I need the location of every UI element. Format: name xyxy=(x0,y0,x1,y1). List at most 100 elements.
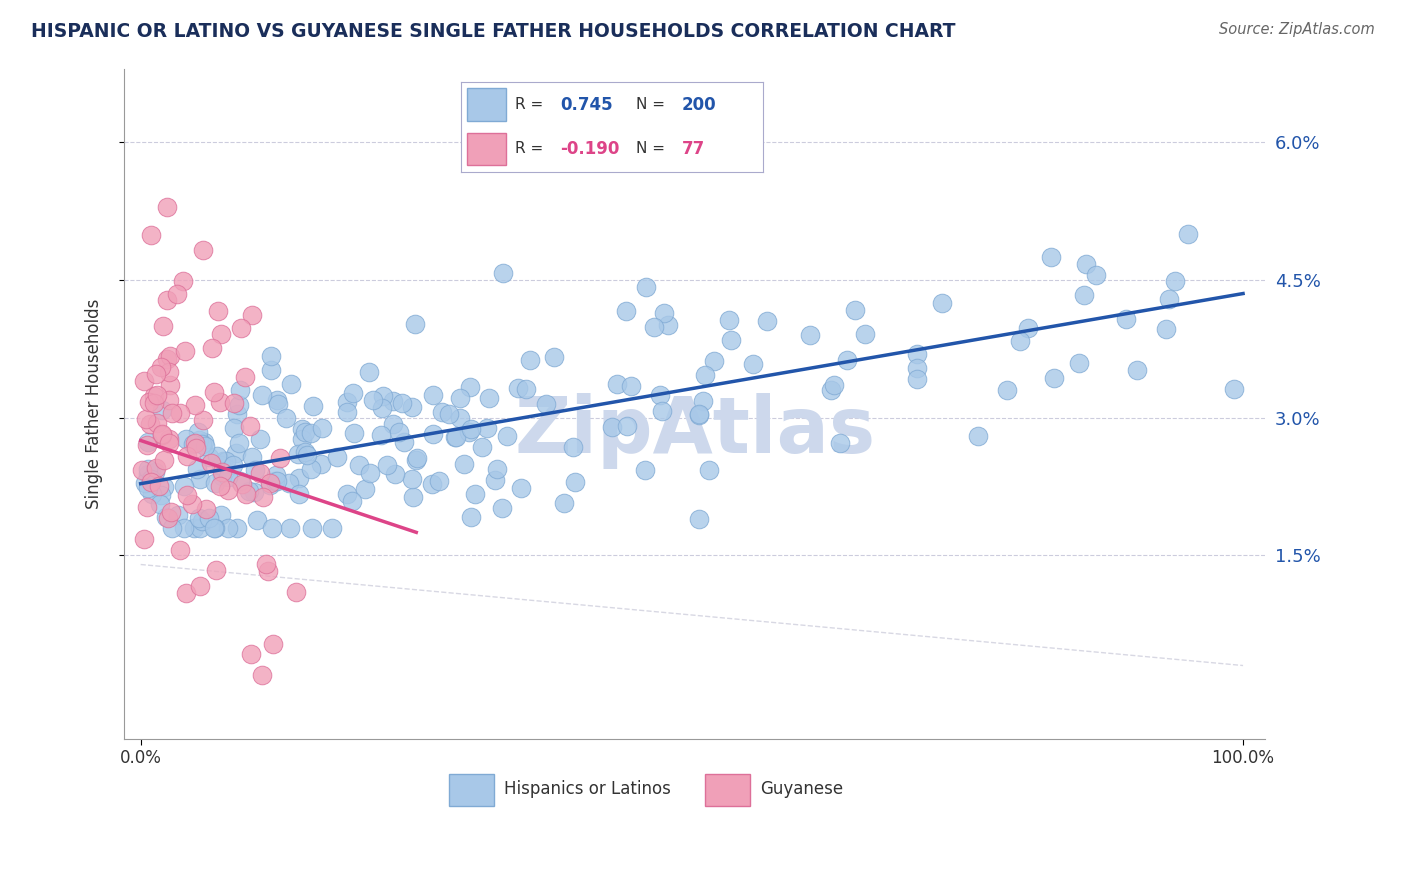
Point xyxy=(139,472,162,486)
Point xyxy=(1177,227,1199,241)
Point xyxy=(695,368,717,382)
Point xyxy=(132,374,155,388)
Point xyxy=(240,309,263,323)
Point xyxy=(648,388,671,402)
Point xyxy=(183,521,205,535)
Point xyxy=(150,427,173,442)
Point xyxy=(1163,274,1185,288)
Point xyxy=(197,450,219,464)
Point xyxy=(225,446,247,460)
Point xyxy=(169,406,191,420)
Point xyxy=(799,328,821,343)
Point xyxy=(1042,371,1064,385)
Point xyxy=(370,401,392,415)
Point xyxy=(458,425,481,440)
Point xyxy=(1073,288,1095,302)
Point xyxy=(1040,251,1063,265)
Point xyxy=(231,477,253,491)
Point xyxy=(208,395,231,409)
Point xyxy=(460,510,482,524)
Point xyxy=(224,420,246,434)
Point xyxy=(191,437,214,451)
Point xyxy=(294,445,316,459)
Point xyxy=(905,361,928,376)
Point xyxy=(215,454,238,468)
Point xyxy=(1156,322,1178,336)
Point xyxy=(254,558,277,572)
Point xyxy=(229,384,252,398)
Point xyxy=(150,403,173,417)
Point xyxy=(692,393,714,408)
Point xyxy=(295,448,318,462)
Point xyxy=(652,305,675,319)
Point xyxy=(240,450,263,464)
Point xyxy=(136,482,159,496)
Point xyxy=(143,389,166,403)
Point xyxy=(321,521,343,535)
Point xyxy=(138,395,160,409)
Point xyxy=(209,458,232,472)
Point xyxy=(135,500,157,514)
Point xyxy=(194,439,217,453)
Point xyxy=(267,397,290,411)
Point xyxy=(260,350,283,364)
Point xyxy=(167,508,190,523)
Point xyxy=(291,422,314,436)
Point xyxy=(157,392,180,407)
Point xyxy=(148,497,170,511)
Point xyxy=(174,585,197,599)
Text: ZipAtlas: ZipAtlas xyxy=(515,392,875,468)
Point xyxy=(384,467,406,482)
Point xyxy=(134,476,156,491)
Point xyxy=(391,395,413,409)
Point xyxy=(172,274,194,288)
Point xyxy=(997,384,1019,398)
Point xyxy=(371,389,394,403)
Point xyxy=(238,483,260,498)
Point xyxy=(138,417,160,431)
Point xyxy=(217,483,239,497)
Point xyxy=(242,485,264,500)
Point xyxy=(401,472,423,486)
Point xyxy=(152,318,174,333)
Point xyxy=(422,427,444,442)
Point xyxy=(152,453,174,467)
Point xyxy=(160,521,183,535)
Point xyxy=(149,359,172,374)
Point xyxy=(718,312,741,326)
Point xyxy=(359,365,381,379)
Point xyxy=(188,472,211,486)
Point xyxy=(931,296,953,310)
Point xyxy=(146,417,169,431)
Point xyxy=(148,479,170,493)
Point xyxy=(837,352,859,367)
Point xyxy=(136,467,159,482)
Point xyxy=(153,480,176,494)
Point xyxy=(496,428,519,442)
Point xyxy=(510,481,533,495)
Text: Source: ZipAtlas.com: Source: ZipAtlas.com xyxy=(1219,22,1375,37)
Point xyxy=(1085,268,1108,283)
Point xyxy=(207,449,229,463)
Point xyxy=(277,476,299,491)
Point xyxy=(422,388,444,402)
Point xyxy=(266,393,288,408)
Point xyxy=(353,482,375,496)
Point xyxy=(141,486,163,500)
Point xyxy=(280,377,302,392)
Point xyxy=(299,462,322,476)
Point xyxy=(336,405,359,419)
Point xyxy=(543,350,565,364)
Point xyxy=(235,487,257,501)
Point xyxy=(370,428,392,442)
Point xyxy=(141,475,163,489)
Point xyxy=(534,397,557,411)
Point xyxy=(211,469,233,483)
Point xyxy=(475,421,498,435)
Point xyxy=(291,432,314,446)
Point xyxy=(406,451,429,466)
Point xyxy=(506,381,529,395)
Point xyxy=(392,434,415,449)
Point xyxy=(491,501,513,516)
Point xyxy=(211,453,233,467)
